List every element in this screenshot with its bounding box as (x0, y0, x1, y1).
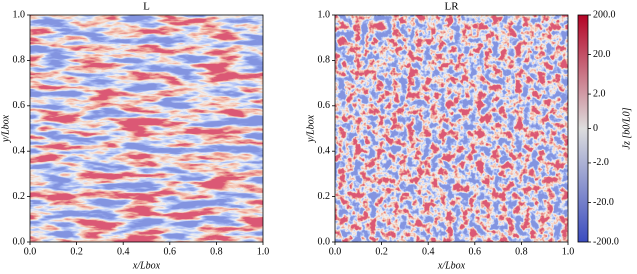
x-tick-label: 0.0 (24, 246, 37, 257)
colorbar-label: Jz [b0/L0] (621, 107, 632, 149)
y-tick-label: 1.0 (13, 9, 26, 20)
x-tick-label: 0.4 (422, 246, 435, 257)
y-axis-label: y/Lbox (0, 114, 11, 143)
panel-title: LR (444, 1, 459, 13)
x-tick-label: 0.2 (70, 246, 83, 257)
y-axis-label: y/Lbox (305, 114, 316, 143)
x-tick-label: 0.6 (164, 246, 177, 257)
y-tick-label: 0.0 (318, 236, 331, 247)
y-tick-label: 1.0 (318, 9, 331, 20)
x-tick-label: 0.6 (469, 246, 482, 257)
y-tick-label: 0.2 (13, 191, 26, 202)
y-tick-label: 0.4 (318, 145, 331, 156)
colorbar (577, 14, 589, 243)
colorbar-tick-label: 0 (593, 123, 598, 134)
x-axis-label: x/Lbox (437, 260, 466, 271)
y-tick-label: 0.4 (13, 145, 26, 156)
colorbar-tick-label: 200.0 (593, 9, 616, 20)
y-tick-label: 0.0 (13, 236, 26, 247)
panel-title: L (143, 1, 150, 13)
x-tick-label: 0.8 (515, 246, 528, 257)
x-tick-label: 0.0 (329, 246, 342, 257)
x-tick-label: 0.4 (117, 246, 130, 257)
colorbar-tick-label: -200.0 (593, 236, 619, 247)
field-image (335, 15, 568, 242)
y-tick-label: 0.8 (318, 55, 331, 66)
x-axis-label: x/Lbox (132, 260, 161, 271)
colorbar-tick-label: -2.0 (593, 157, 609, 168)
colorbar-tick-label: 2.0 (593, 88, 606, 99)
y-tick-label: 0.8 (13, 55, 26, 66)
plot-frame (334, 14, 569, 243)
y-tick-label: 0.2 (318, 191, 331, 202)
x-tick-label: 1.0 (562, 246, 575, 257)
y-tick-label: 0.6 (318, 100, 331, 111)
field-image (30, 15, 263, 242)
colorbar-tick-label: -20.0 (593, 197, 614, 208)
x-tick-label: 1.0 (257, 246, 270, 257)
y-tick-label: 0.6 (13, 100, 26, 111)
plot-frame (29, 14, 264, 243)
colorbar-tick-label: 20.0 (593, 49, 611, 60)
x-tick-label: 0.8 (210, 246, 223, 257)
x-tick-label: 0.2 (375, 246, 388, 257)
